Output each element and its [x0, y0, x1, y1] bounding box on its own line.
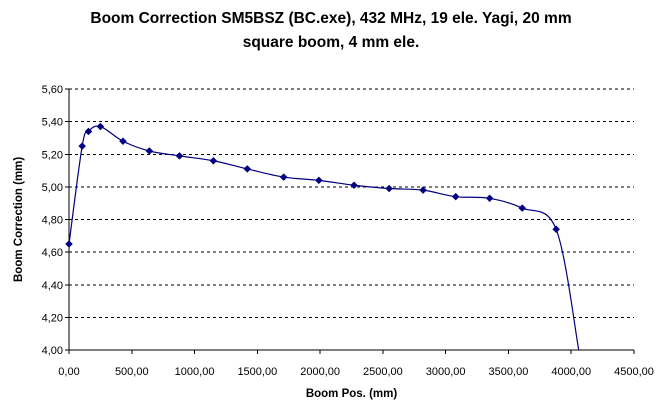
- x-tick-label: 4500,00: [614, 366, 654, 378]
- chart-title-line-1: Boom Correction SM5BSZ (BC.exe), 432 MHz…: [90, 10, 572, 27]
- y-tick-label: 5,40: [42, 117, 63, 129]
- y-tick-label: 4,80: [42, 215, 63, 227]
- data-point: [485, 194, 494, 203]
- data-point: [96, 122, 105, 131]
- data-point: [279, 173, 288, 181]
- data-point: [78, 142, 87, 150]
- y-tick-label: 4,60: [42, 247, 63, 259]
- y-tick-label: 5,00: [42, 182, 63, 194]
- series-line: [69, 125, 580, 350]
- x-tick-label: 2000,00: [300, 366, 340, 378]
- data-point: [419, 186, 427, 194]
- y-tick-label: 4,40: [42, 280, 63, 292]
- data-point: [315, 176, 323, 185]
- x-tick-label: 3000,00: [426, 366, 466, 378]
- data-point: [385, 184, 394, 193]
- x-tick-label: 500,00: [115, 366, 149, 378]
- y-tick-label: 5,20: [42, 149, 63, 161]
- data-point: [451, 192, 460, 201]
- y-tick-label: 4,20: [42, 312, 63, 324]
- y-axis-label: Boom Correction (mm): [13, 156, 25, 282]
- data-point: [65, 240, 73, 248]
- data-point: [552, 225, 561, 234]
- x-tick-label: 3500,00: [489, 366, 529, 378]
- data-point: [119, 137, 127, 146]
- x-axis-label: Boom Pos. (mm): [305, 388, 398, 400]
- x-tick-label: 2500,00: [363, 366, 403, 378]
- y-tick-label: 4,00: [42, 345, 63, 357]
- chart-title-line-2: square boom, 4 mm ele.: [242, 34, 420, 51]
- data-point: [243, 165, 252, 173]
- data-point: [350, 181, 358, 190]
- data-point: [84, 127, 93, 136]
- x-tick-label: 4000,00: [551, 366, 591, 378]
- x-tick-label: 1000,00: [175, 366, 215, 378]
- data-point: [209, 156, 218, 165]
- x-tick-label: 0,00: [58, 366, 79, 378]
- data-point: [145, 147, 154, 155]
- data-point: [175, 152, 184, 160]
- data-point: [518, 204, 527, 212]
- y-tick-label: 5,60: [42, 84, 63, 96]
- x-tick-label: 1500,00: [237, 366, 277, 378]
